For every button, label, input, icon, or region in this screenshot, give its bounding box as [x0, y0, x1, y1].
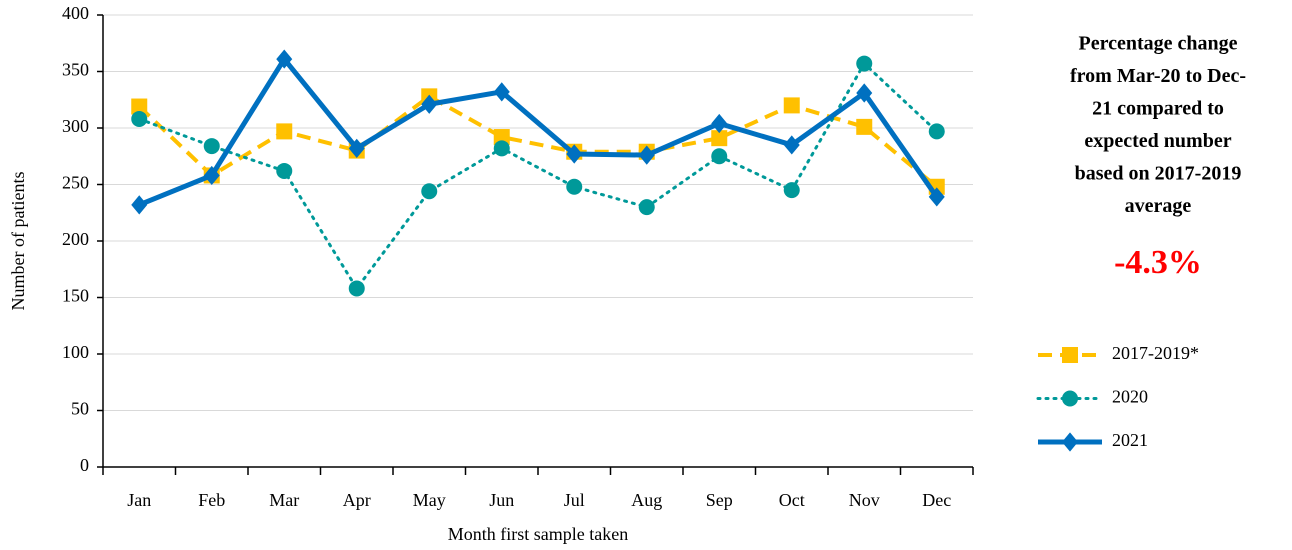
legend-marker — [1062, 432, 1078, 452]
data-point — [131, 110, 148, 127]
y-tick-label: 150 — [62, 286, 89, 306]
x-tick-label: Mar — [269, 490, 299, 510]
legend-label: 2021 — [1112, 430, 1148, 450]
data-point — [711, 113, 728, 134]
data-point — [131, 195, 148, 215]
data-point — [421, 94, 438, 114]
data-point — [928, 123, 945, 140]
x-tick-label: Jun — [489, 490, 514, 510]
x-tick-label: May — [413, 490, 446, 510]
data-point — [203, 165, 220, 186]
data-point — [203, 138, 220, 155]
x-tick-label: Oct — [779, 490, 805, 510]
y-tick-label: 400 — [62, 3, 89, 23]
annotation: from Mar-20 to Dec- — [1070, 65, 1246, 87]
data-point — [348, 138, 365, 158]
legend-marker — [1062, 390, 1078, 407]
data-point — [276, 123, 293, 140]
data-point — [421, 183, 438, 200]
annotation: based on 2017-2019 — [1075, 163, 1242, 185]
series-line — [137, 62, 939, 290]
data-point — [493, 82, 510, 102]
x-tick-label: Apr — [343, 490, 371, 510]
data-point — [276, 49, 293, 69]
annotation: 21 compared to — [1092, 98, 1224, 120]
annotation: average — [1125, 195, 1192, 217]
y-tick-label: 350 — [62, 60, 89, 80]
y-tick-label: 200 — [62, 229, 89, 249]
y-tick-label: 50 — [71, 399, 89, 419]
data-point — [783, 135, 800, 155]
data-point — [276, 162, 293, 179]
data-point — [783, 182, 800, 199]
data-point — [711, 130, 728, 147]
data-point — [856, 118, 873, 135]
data-point — [638, 199, 655, 216]
x-axis-label: Month first sample taken — [448, 524, 628, 544]
data-point — [928, 187, 945, 207]
y-axis-label: Number of patients — [8, 172, 28, 311]
annotation: Percentage change — [1078, 33, 1237, 55]
annotation: expected number — [1084, 130, 1231, 152]
x-tick-label: Feb — [198, 490, 225, 510]
y-tick-label: 0 — [80, 455, 89, 475]
y-tick-label: 100 — [62, 342, 89, 362]
x-tick-label: Jul — [564, 490, 585, 510]
data-point — [131, 98, 148, 115]
x-tick-label: Aug — [631, 490, 662, 510]
x-tick-label: Dec — [922, 490, 951, 510]
legend-marker — [1062, 347, 1078, 363]
highlight-value: -4.3% — [1114, 244, 1202, 281]
x-tick-label: Sep — [706, 490, 733, 510]
y-tick-label: 250 — [62, 173, 89, 193]
x-tick-label: Nov — [849, 490, 880, 510]
legend-label: 2020 — [1112, 387, 1148, 407]
data-point — [856, 83, 873, 103]
data-point — [566, 144, 583, 164]
data-point — [711, 148, 728, 165]
series-line — [137, 94, 939, 189]
x-tick-label: Jan — [127, 490, 151, 510]
y-tick-label: 300 — [62, 116, 89, 136]
data-point — [566, 178, 583, 195]
data-point — [348, 280, 365, 297]
series-line — [138, 56, 939, 208]
data-point — [493, 140, 510, 157]
data-point — [856, 55, 873, 72]
legend-label: 2017-2019* — [1112, 343, 1199, 363]
data-point — [493, 129, 510, 146]
data-point — [638, 145, 655, 165]
data-point — [783, 97, 800, 114]
